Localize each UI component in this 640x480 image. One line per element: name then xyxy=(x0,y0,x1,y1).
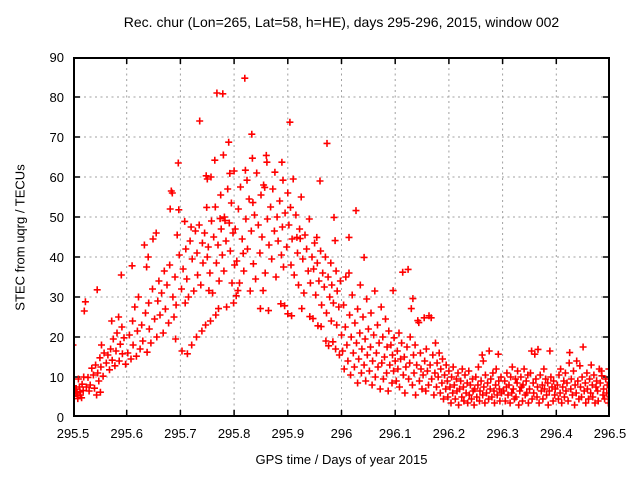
x-axis-label: GPS time / Days of year 2015 xyxy=(255,452,428,467)
y-tick-label: 0 xyxy=(56,410,64,425)
chart-title: Rec. chur (Lon=265, Lat=58, h=HE), days … xyxy=(123,14,560,30)
y-tick-label: 60 xyxy=(49,170,64,185)
y-tick-label: 80 xyxy=(49,90,64,105)
x-tick-label: 296 xyxy=(330,426,353,441)
y-tick-label: 20 xyxy=(49,330,64,345)
y-axis-label: STEC from uqrg / TECUs xyxy=(12,164,28,311)
y-tick-label: 90 xyxy=(49,50,64,65)
x-tick-label: 296.2 xyxy=(432,426,466,441)
data-point-markers xyxy=(73,74,610,409)
x-tick-label: 295.8 xyxy=(217,426,251,441)
x-tick-label: 296.1 xyxy=(378,426,412,441)
y-tick-label: 40 xyxy=(49,250,64,265)
x-tick-label: 295.5 xyxy=(56,426,90,441)
y-tick-label: 30 xyxy=(49,290,64,305)
plot-area xyxy=(73,57,610,417)
x-tick-label: 295.9 xyxy=(271,426,305,441)
x-tick-label: 296.3 xyxy=(486,426,519,441)
x-tick-label: 295.6 xyxy=(110,426,143,441)
plot-border xyxy=(73,57,610,417)
x-tick-label: 296.5 xyxy=(593,426,627,441)
x-tick-label: 295.7 xyxy=(164,426,197,441)
y-tick-label: 10 xyxy=(49,370,64,385)
y-tick-label: 70 xyxy=(49,130,64,145)
x-tick-label: 296.4 xyxy=(540,426,573,441)
scatter-plot-canvas xyxy=(73,57,610,417)
y-tick-label: 50 xyxy=(49,210,64,225)
